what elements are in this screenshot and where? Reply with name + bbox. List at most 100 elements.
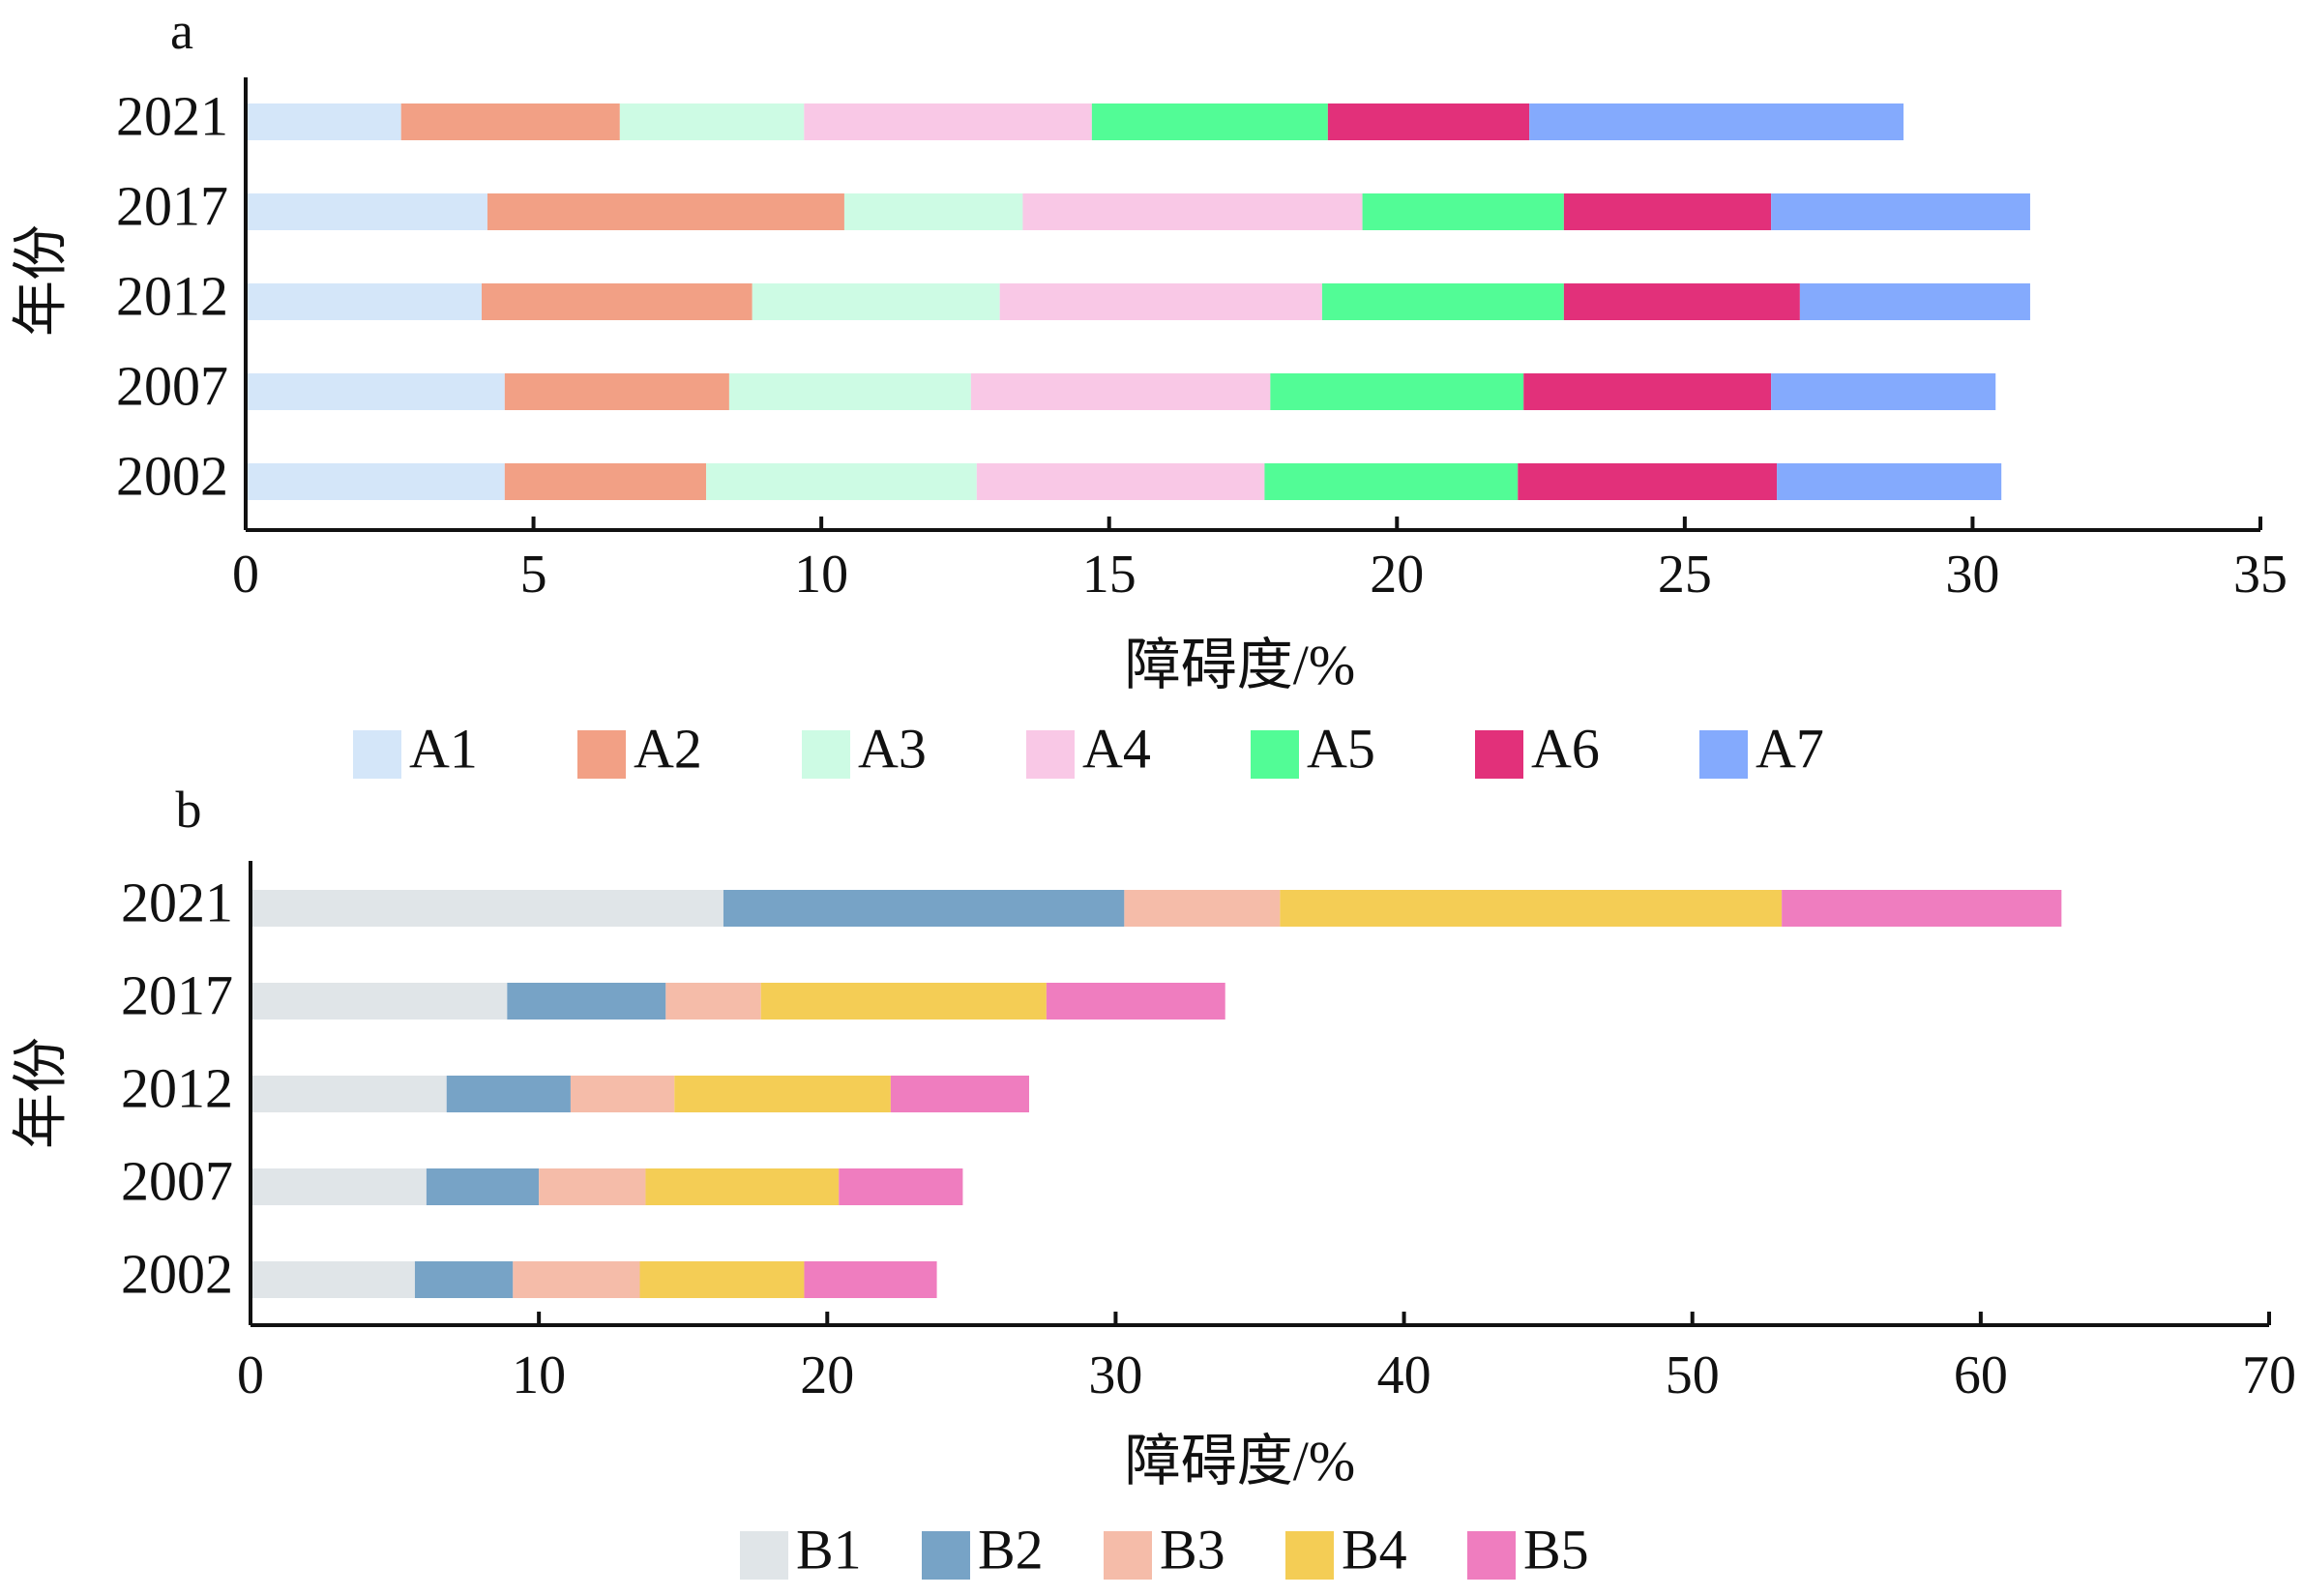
bar-segment-A7-2012 <box>1799 283 2030 320</box>
bar-segment-B2-2007 <box>426 1168 540 1205</box>
x-tick-label-25: 25 <box>1658 545 1712 605</box>
x-tick-label-60: 60 <box>1954 1345 2008 1405</box>
panel-b-letter: b <box>176 781 202 839</box>
bar-segment-B5-2012 <box>890 1076 1029 1112</box>
bar-segment-B2-2021 <box>723 890 1125 927</box>
bar-segment-B5-2007 <box>839 1168 963 1205</box>
panel-a-x-axis-title: 障碍度/% <box>1125 634 1355 696</box>
x-tick-label-10: 10 <box>794 545 848 605</box>
bar-segment-A3-2017 <box>843 193 1023 230</box>
bar-segment-B5-2017 <box>1046 983 1225 1020</box>
legend-swatch-A3 <box>802 730 850 779</box>
legend-label-A3: A3 <box>858 717 927 780</box>
bar-segment-B1-2012 <box>251 1076 447 1112</box>
bar-segment-B4-2017 <box>760 983 1047 1020</box>
year-label-2012: 2012 <box>121 1056 233 1119</box>
bar-segment-A5-2017 <box>1362 193 1564 230</box>
legend-swatch-B3 <box>1104 1531 1152 1580</box>
bar-segment-A3-2002 <box>706 463 977 500</box>
bar-segment-A2-2002 <box>504 463 707 500</box>
legend-label-B3: B3 <box>1160 1518 1225 1581</box>
bar-segment-A1-2017 <box>246 193 487 230</box>
bar-segment-A5-2021 <box>1091 103 1328 140</box>
bar-segment-A1-2007 <box>246 373 505 410</box>
bar-segment-A4-2017 <box>1022 193 1363 230</box>
x-tick-label-20: 20 <box>800 1345 854 1405</box>
x-tick-label-35: 35 <box>2233 545 2287 605</box>
legend-label-B4: B4 <box>1342 1518 1407 1581</box>
bar-segment-A1-2021 <box>246 103 401 140</box>
bar-segment-A6-2002 <box>1518 463 1778 500</box>
bar-segment-A6-2012 <box>1563 283 1800 320</box>
panel-a-year-labels: 2021 2017 2012 2007 2002 <box>116 84 228 507</box>
x-tick-label-5: 5 <box>520 545 547 605</box>
panel-b-chart: b 年份 2021 2017 2012 2007 2002 0 10 20 30 40 50 60 7… <box>9 781 2296 1581</box>
panel-a-y-axis-title: 年份 <box>9 224 72 337</box>
bar-segment-A2-2021 <box>400 103 620 140</box>
year-label-2002: 2002 <box>116 444 228 507</box>
panel-b-x-axis-title: 障碍度/% <box>1125 1430 1355 1493</box>
year-label-2021: 2021 <box>121 871 233 933</box>
year-label-2007: 2007 <box>116 354 228 417</box>
bar-segment-B2-2017 <box>507 983 666 1020</box>
legend-label-A7: A7 <box>1756 717 1824 780</box>
bar-segment-A6-2017 <box>1563 193 1772 230</box>
bar-segment-A3-2007 <box>728 373 971 410</box>
legend-label-A6: A6 <box>1531 717 1600 780</box>
bar-segment-A3-2021 <box>619 103 805 140</box>
bar-segment-B2-2002 <box>414 1261 514 1298</box>
bar-segment-B3-2012 <box>570 1076 675 1112</box>
bar-segment-B5-2021 <box>1782 890 2062 927</box>
legend-swatch-A7 <box>1699 730 1748 779</box>
bar-segment-B3-2017 <box>665 983 761 1020</box>
bar-segment-A6-2021 <box>1327 103 1530 140</box>
year-label-2017: 2017 <box>121 963 233 1026</box>
panel-a-letter: a <box>170 2 193 60</box>
bar-segment-A2-2012 <box>482 283 753 320</box>
panel-a-legend: A1 A2 A3 A4 A5 A6 A7 <box>353 717 1824 780</box>
bar-segment-B1-2007 <box>251 1168 427 1205</box>
bar-segment-A7-2017 <box>1771 193 2030 230</box>
bar-segment-A6-2007 <box>1523 373 1772 410</box>
panel-a-x-tick-labels: 0 5 10 15 20 25 30 35 <box>232 545 2287 605</box>
legend-swatch-B1 <box>740 1531 788 1580</box>
bar-segment-A7-2021 <box>1529 103 1904 140</box>
legend-swatch-B2 <box>922 1531 970 1580</box>
x-tick-label-30: 30 <box>1088 1345 1142 1405</box>
x-tick-label-40: 40 <box>1377 1345 1431 1405</box>
year-label-2017: 2017 <box>116 174 228 237</box>
panel-b-axes <box>249 861 2271 1327</box>
bar-segment-A2-2007 <box>504 373 729 410</box>
legend-label-B5: B5 <box>1523 1518 1589 1581</box>
year-label-2012: 2012 <box>116 264 228 327</box>
x-tick-label-15: 15 <box>1082 545 1136 605</box>
bar-segment-A3-2012 <box>752 283 1000 320</box>
x-tick-label-0: 0 <box>232 545 259 605</box>
year-label-2007: 2007 <box>121 1149 233 1212</box>
bar-segment-A4-2012 <box>999 283 1322 320</box>
bar-segment-B3-2002 <box>513 1261 640 1298</box>
panel-a-axes <box>244 77 2262 532</box>
panel-b-legend: B1 B2 B3 B4 B5 <box>740 1518 1589 1581</box>
bar-segment-B3-2007 <box>539 1168 646 1205</box>
bar-segment-A4-2021 <box>804 103 1092 140</box>
bar-segment-B1-2021 <box>251 890 723 927</box>
legend-label-A4: A4 <box>1082 717 1151 780</box>
panel-b-x-tick-labels: 0 10 20 30 40 50 60 70 <box>237 1345 2296 1405</box>
bar-segment-A1-2002 <box>246 463 505 500</box>
legend-label-A5: A5 <box>1307 717 1375 780</box>
legend-swatch-A6 <box>1475 730 1523 779</box>
panel-b-y-axis-title: 年份 <box>9 1037 72 1149</box>
bar-segment-B5-2002 <box>804 1261 937 1298</box>
panel-a-chart: a 年份 2021 2017 2012 2007 2002 0 5 10 15 20 25 30 35… <box>9 2 2287 780</box>
panel-b-bars <box>251 890 2062 1298</box>
year-label-2002: 2002 <box>121 1242 233 1305</box>
legend-label-B2: B2 <box>978 1518 1044 1581</box>
bar-segment-A5-2002 <box>1264 463 1519 500</box>
legend-swatch-A2 <box>577 730 626 779</box>
bar-segment-A4-2007 <box>970 373 1271 410</box>
bar-segment-B2-2012 <box>446 1076 571 1112</box>
bar-segment-A7-2007 <box>1771 373 1996 410</box>
bar-segment-A4-2002 <box>976 463 1265 500</box>
